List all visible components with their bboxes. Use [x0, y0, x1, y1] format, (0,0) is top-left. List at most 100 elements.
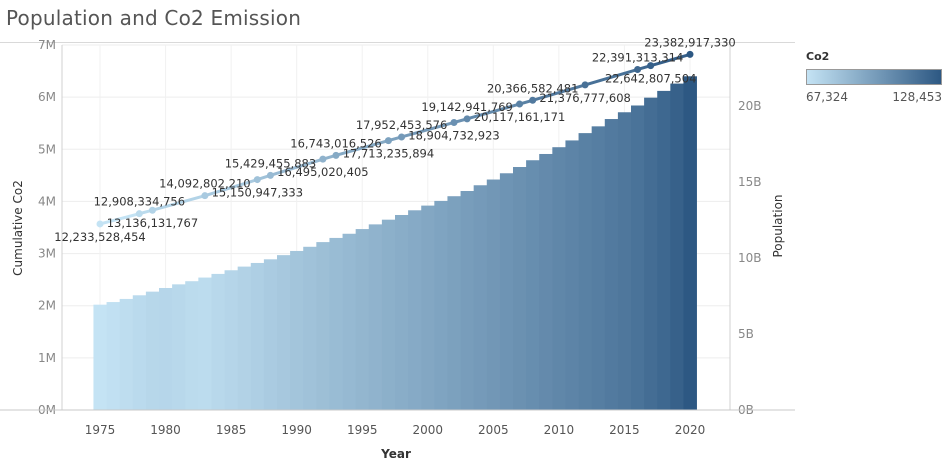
population-point [516, 100, 524, 108]
x-tick-label: 2020 [675, 423, 706, 437]
y2-tick-label: 15B [738, 175, 762, 189]
y2-tick-label: 5B [738, 327, 754, 341]
population-point [463, 115, 471, 123]
co2-bar [657, 90, 671, 410]
population-data-label: 12,908,334,756 [94, 195, 185, 209]
title-divider [0, 42, 795, 43]
co2-bar [303, 246, 317, 410]
population-data-label: 22,642,807,504 [605, 72, 696, 86]
population-point [529, 96, 537, 104]
co2-bar [290, 250, 304, 410]
y2-tick-label: 20B [738, 99, 762, 113]
x-tick-label: 1985 [216, 423, 247, 437]
co2-bar [644, 97, 658, 410]
co2-bar [395, 214, 409, 410]
y2-tick-label: 10B [738, 251, 762, 265]
y-tick-label: 7M [38, 38, 56, 52]
co2-bar [329, 237, 343, 410]
co2-bar [250, 262, 265, 410]
x-tick-label: 2005 [478, 423, 509, 437]
co2-bar [185, 281, 199, 410]
population-data-label: 21,376,777,608 [539, 91, 630, 105]
co2-bar [368, 224, 383, 410]
x-tick-label: 2010 [544, 423, 575, 437]
co2-bar [119, 298, 134, 410]
co2-bar [381, 219, 396, 410]
co2-bar [513, 167, 527, 410]
co2-bar [539, 153, 553, 411]
population-point [319, 155, 327, 163]
population-line-segment [465, 102, 522, 121]
co2-bar [198, 277, 212, 410]
co2-bar [342, 233, 357, 410]
co2-bar [670, 83, 684, 410]
co2-bar [565, 140, 579, 411]
co2-bar [631, 105, 645, 411]
population-point [581, 81, 589, 89]
y-tick-label: 2M [38, 299, 56, 313]
population-data-label: 12,233,528,454 [54, 230, 145, 244]
co2-bar [617, 112, 632, 410]
co2-bar [447, 196, 461, 410]
co2-bar [578, 133, 593, 410]
population-data-label: 17,713,235,894 [343, 147, 434, 161]
population-point [634, 65, 642, 73]
co2-bar [132, 295, 147, 410]
y-axis-title: Cumulative Co2 [11, 180, 25, 276]
co2-bar [421, 205, 435, 410]
y-tick-label: 5M [38, 142, 56, 156]
population-data-label: 20,117,161,171 [474, 110, 565, 124]
co2-bar [93, 304, 107, 410]
y-tick-label: 4M [38, 194, 56, 208]
population-point [398, 133, 406, 141]
population-line: 12,233,528,454 12,908,334,756 13,136,131,7… [54, 35, 735, 244]
page-title: Population and Co2 Emission [6, 6, 302, 30]
co2-bar [408, 210, 422, 410]
population-data-label: 17,952,453,576 [356, 118, 447, 132]
co2-bar [486, 179, 501, 410]
population-line-segment [400, 120, 456, 139]
population-line-segment [203, 178, 259, 198]
population-line-segment [583, 67, 640, 87]
color-legend: Co2 67,324 128,453 [806, 50, 944, 104]
co2-bar [237, 266, 252, 410]
co2-bar [277, 255, 291, 410]
population-data-label: 16,743,016,526 [290, 136, 381, 150]
x-tick-label: 1995 [347, 423, 378, 437]
legend-max-label: 128,453 [892, 90, 942, 104]
population-point [384, 137, 392, 145]
population-point [332, 151, 340, 159]
population-line-segment [649, 52, 692, 68]
co2-bar [263, 259, 278, 410]
population-data-label: 14,092,802,210 [159, 177, 250, 191]
y-tick-label: 6M [38, 90, 56, 104]
y-tick-label: 3M [38, 247, 56, 261]
x-tick-label: 1980 [150, 423, 181, 437]
co2-bar [473, 185, 488, 410]
y2-axis-title: Population [771, 194, 785, 257]
population-data-label: 13,136,131,767 [107, 216, 198, 230]
population-line-segment [531, 83, 587, 102]
population-point [201, 192, 209, 200]
x-tick-label: 2000 [413, 423, 444, 437]
population-data-label: 23,382,917,330 [644, 35, 735, 49]
population-point [266, 171, 274, 179]
population-data-label: 18,904,732,923 [408, 128, 499, 142]
co2-bar [224, 270, 239, 410]
co2-bar [159, 287, 173, 410]
x-tick-label: 1975 [85, 423, 116, 437]
x-tick-label: 1990 [281, 423, 312, 437]
population-point [450, 118, 458, 126]
population-point [135, 210, 143, 218]
population-point [96, 220, 104, 228]
population-point [148, 206, 156, 214]
co2-bar [499, 173, 514, 410]
y-tick-label: 1M [38, 351, 56, 365]
combo-chart: 12,233,528,454 12,908,334,756 13,136,131,7… [0, 35, 795, 461]
co2-bar [552, 147, 566, 410]
legend-min-label: 67,324 [806, 90, 848, 104]
co2-bar [460, 191, 475, 410]
legend-color-ramp [806, 69, 942, 85]
population-data-label: 15,429,455,883 [225, 156, 316, 170]
